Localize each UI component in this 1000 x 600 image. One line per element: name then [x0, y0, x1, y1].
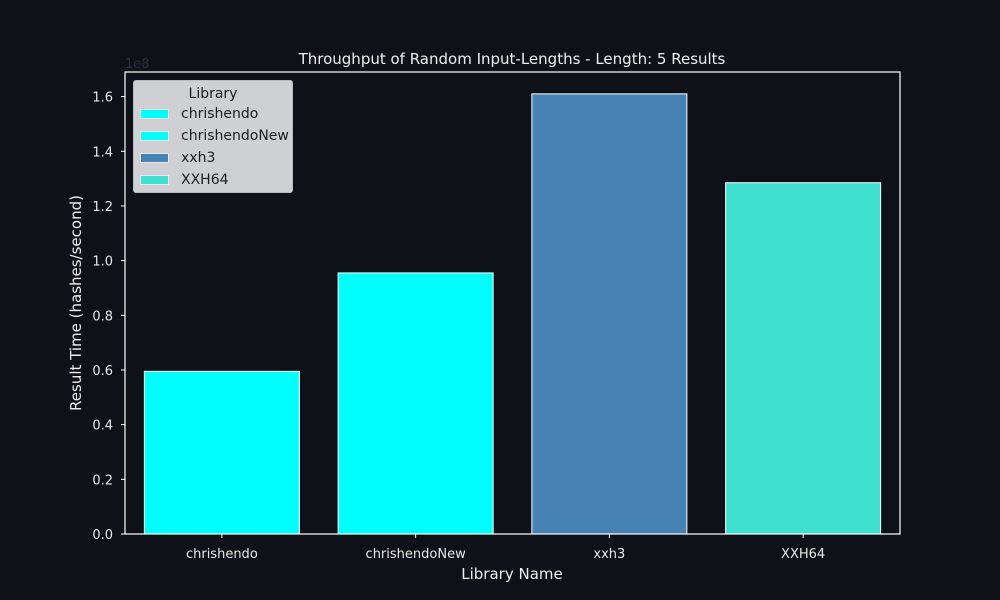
legend-item-chrishendonew: chrishendoNew — [140, 127, 289, 145]
y-tick-label: 1.0 — [92, 255, 113, 270]
bars-group — [143, 93, 882, 535]
y-tick-label: 0.0 — [92, 528, 113, 543]
plot-frame — [124, 71, 901, 535]
legend-label: XXH64 — [181, 172, 229, 188]
y-tick-label: 0.2 — [92, 473, 113, 488]
y-ticks-group: 0.0 0.2 0.4 0.6 0.8 1.0 1.2 1.4 1.6 — [92, 91, 125, 543]
x-tick-label: chrishendo — [186, 547, 258, 562]
y-axis-offset-label: 1e8 — [125, 57, 150, 72]
x-tick-label: chrishendoNew — [366, 547, 467, 562]
y-tick-label: 1.4 — [92, 145, 113, 160]
legend-title: Library — [188, 86, 238, 102]
x-tick-label: XXH64 — [781, 547, 825, 562]
y-tick-label: 0.6 — [92, 364, 113, 379]
chart-title: Throughput of Random Input-Lengths - Len… — [298, 50, 726, 68]
x-axis-label: Library Name — [461, 565, 562, 583]
legend-swatch — [140, 153, 169, 163]
y-axis-label: Result Time (hashes/second) — [67, 195, 85, 411]
y-tick-label: 1.2 — [92, 200, 113, 215]
bar-chrishendonew — [337, 272, 494, 535]
legend-label: chrishendoNew — [181, 128, 289, 144]
legend-label: chrishendo — [181, 106, 259, 122]
y-tick-label: 0.4 — [92, 419, 113, 434]
y-tick-label: 1.6 — [92, 91, 113, 106]
legend-swatch — [140, 109, 169, 119]
y-tick-label: 0.8 — [92, 309, 113, 324]
bar-xxh64 — [725, 182, 882, 535]
legend: Library chrishendo chrishendoNew xxh3 XX… — [133, 80, 293, 193]
x-tick-label: xxh3 — [593, 547, 625, 562]
legend-label: xxh3 — [181, 150, 216, 166]
legend-swatch — [140, 131, 169, 141]
legend-swatch — [140, 175, 169, 185]
bar-xxh3 — [531, 93, 688, 535]
legend-item-xxh3: xxh3 — [140, 149, 215, 167]
x-ticks-group: chrishendo chrishendoNew xxh3 XXH64 — [186, 534, 825, 562]
bar-chrishendo — [143, 370, 300, 535]
legend-item-xxh64: XXH64 — [140, 171, 229, 189]
legend-item-chrishendo: chrishendo — [140, 105, 258, 123]
